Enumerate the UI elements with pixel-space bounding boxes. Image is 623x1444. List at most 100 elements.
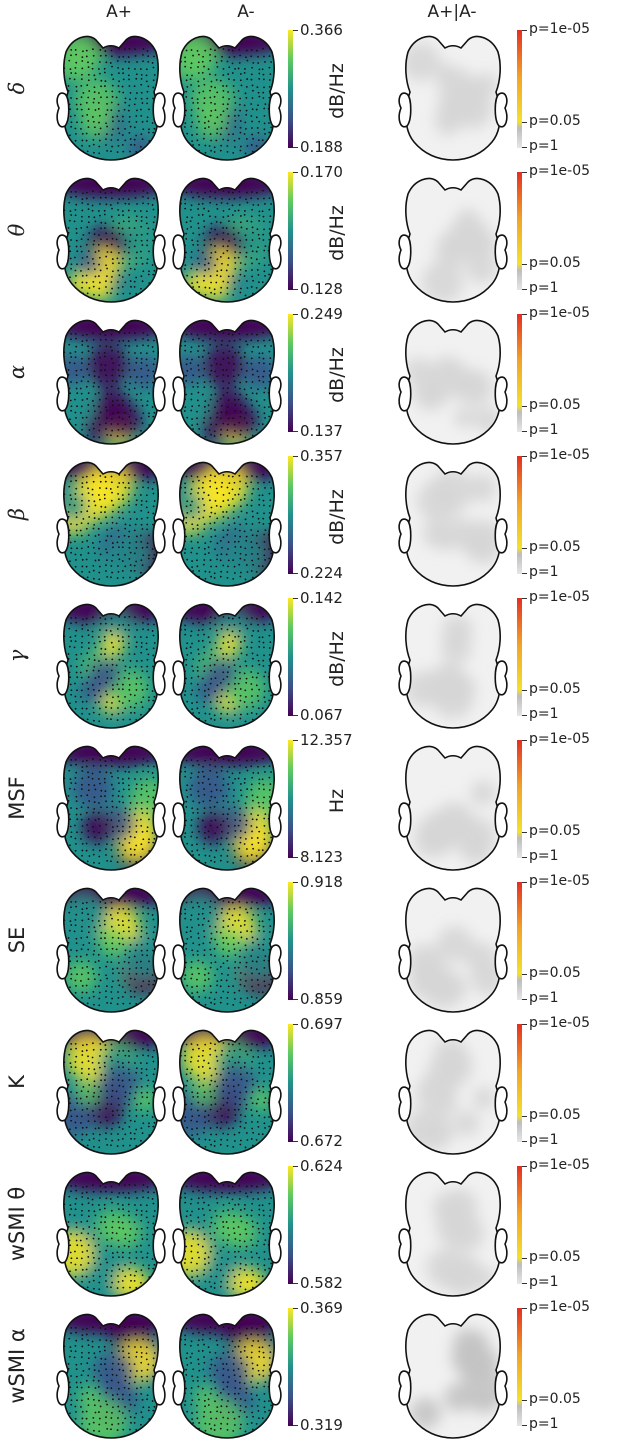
topomap-a-minus (172, 740, 282, 872)
pvalue-label: p=1e-05 (529, 447, 590, 463)
row-label-text: θ (5, 224, 29, 237)
row-label: γ (0, 592, 34, 720)
colorbar-max: 0.697 (300, 1015, 343, 1033)
pvalue-topomap (398, 740, 508, 872)
pvalue-label: p=0.05 (529, 113, 581, 129)
colorbar-tick (293, 147, 298, 148)
colorbar (288, 1166, 293, 1284)
row-label: SE (0, 876, 34, 1004)
pvalue-topomap (398, 314, 508, 446)
colorbar-min: 0.319 (300, 1416, 343, 1434)
pvalue-tick (522, 1166, 527, 1167)
pvalue-colorbar (517, 598, 522, 716)
colorbar-tick (293, 1024, 298, 1025)
row-label: α (0, 308, 34, 436)
topomap-a-plus (56, 30, 166, 162)
colorbar-unit: dB/Hz (317, 330, 357, 420)
topomap-a-plus (56, 598, 166, 730)
pvalue-tick (522, 1258, 527, 1259)
colorbar-unit-text: dB/Hz (326, 63, 348, 119)
pvalue-tick (522, 857, 527, 858)
colorbar-tick (293, 1308, 298, 1309)
pvalue-tick (522, 740, 527, 741)
colorbar-tick (293, 30, 298, 31)
topomap-a-plus (56, 1308, 166, 1440)
pvalue-label: p=0.05 (529, 823, 581, 839)
pvalue-tick (522, 1425, 527, 1426)
row-label-text: δ (5, 82, 29, 95)
topomap-a-minus (172, 456, 282, 588)
pvalue-tick (522, 1116, 527, 1117)
row-label: β (0, 450, 34, 578)
colorbar-tick (293, 573, 298, 574)
pvalue-label: p=1 (529, 990, 559, 1006)
pvalue-label: p=1e-05 (529, 305, 590, 321)
pvalue-colorbar (517, 456, 522, 574)
pvalue-colorbar (517, 882, 522, 1000)
colorbar-tick (293, 598, 298, 599)
pvalue-colorbar (517, 740, 522, 858)
colorbar-max: 0.170 (300, 163, 343, 181)
colorbar-tick (293, 882, 298, 883)
pvalue-topomap (398, 1024, 508, 1156)
colorbar-max: 12.357 (300, 731, 353, 749)
row-label-text: wSMI θ (5, 1187, 29, 1261)
topomap-a-minus (172, 882, 282, 1014)
pvalue-tick (522, 999, 527, 1000)
colorbar-min: 0.067 (300, 706, 343, 724)
pvalue-topomap (398, 882, 508, 1014)
colorbar-tick (293, 289, 298, 290)
colorbar-unit: dB/Hz (317, 188, 357, 278)
pvalue-colorbar (517, 1024, 522, 1142)
topomap-a-minus (172, 1308, 282, 1440)
pvalue-colorbar (517, 172, 522, 290)
pvalue-tick (522, 1400, 527, 1401)
pvalue-tick (522, 1024, 527, 1025)
row-label: θ (0, 166, 34, 294)
colorbar-min: 0.137 (300, 422, 343, 440)
pvalue-tick (522, 1141, 527, 1142)
colorbar (288, 598, 293, 716)
topomap-a-minus (172, 598, 282, 730)
colorbar (288, 1308, 293, 1426)
colorbar (288, 1024, 293, 1142)
pvalue-label: p=1 (529, 706, 559, 722)
topomap-a-minus (172, 172, 282, 304)
pvalue-tick (522, 122, 527, 123)
row-label: wSMI θ (0, 1160, 34, 1288)
column-header-a-minus: A- (186, 2, 306, 22)
pvalue-label: p=0.05 (529, 965, 581, 981)
colorbar-min: 0.188 (300, 138, 343, 156)
pvalue-label: p=1e-05 (529, 873, 590, 889)
colorbar-unit: dB/Hz (317, 614, 357, 704)
colorbar-tick (293, 999, 298, 1000)
pvalue-label: p=1 (529, 1132, 559, 1148)
pvalue-label: p=1e-05 (529, 21, 590, 37)
pvalue-topomap (398, 1166, 508, 1298)
colorbar (288, 314, 293, 432)
pvalue-tick (522, 30, 527, 31)
colorbar-unit-text: dB/Hz (326, 489, 348, 545)
colorbar-max: 0.249 (300, 305, 343, 323)
colorbar-tick (293, 456, 298, 457)
colorbar (288, 740, 293, 858)
colorbar-min: 0.859 (300, 990, 343, 1008)
pvalue-tick (522, 715, 527, 716)
pvalue-colorbar (517, 30, 522, 148)
row-label: δ (0, 24, 34, 152)
colorbar-tick (293, 1166, 298, 1167)
row-label-text: SE (5, 927, 29, 954)
pvalue-label: p=1 (529, 564, 559, 580)
pvalue-label: p=1 (529, 1416, 559, 1432)
topomap-a-plus (56, 314, 166, 446)
colorbar-min: 0.128 (300, 280, 343, 298)
column-header-a-plus: A+ (59, 2, 179, 22)
pvalue-label: p=0.05 (529, 255, 581, 271)
colorbar-min: 0.582 (300, 1274, 343, 1292)
